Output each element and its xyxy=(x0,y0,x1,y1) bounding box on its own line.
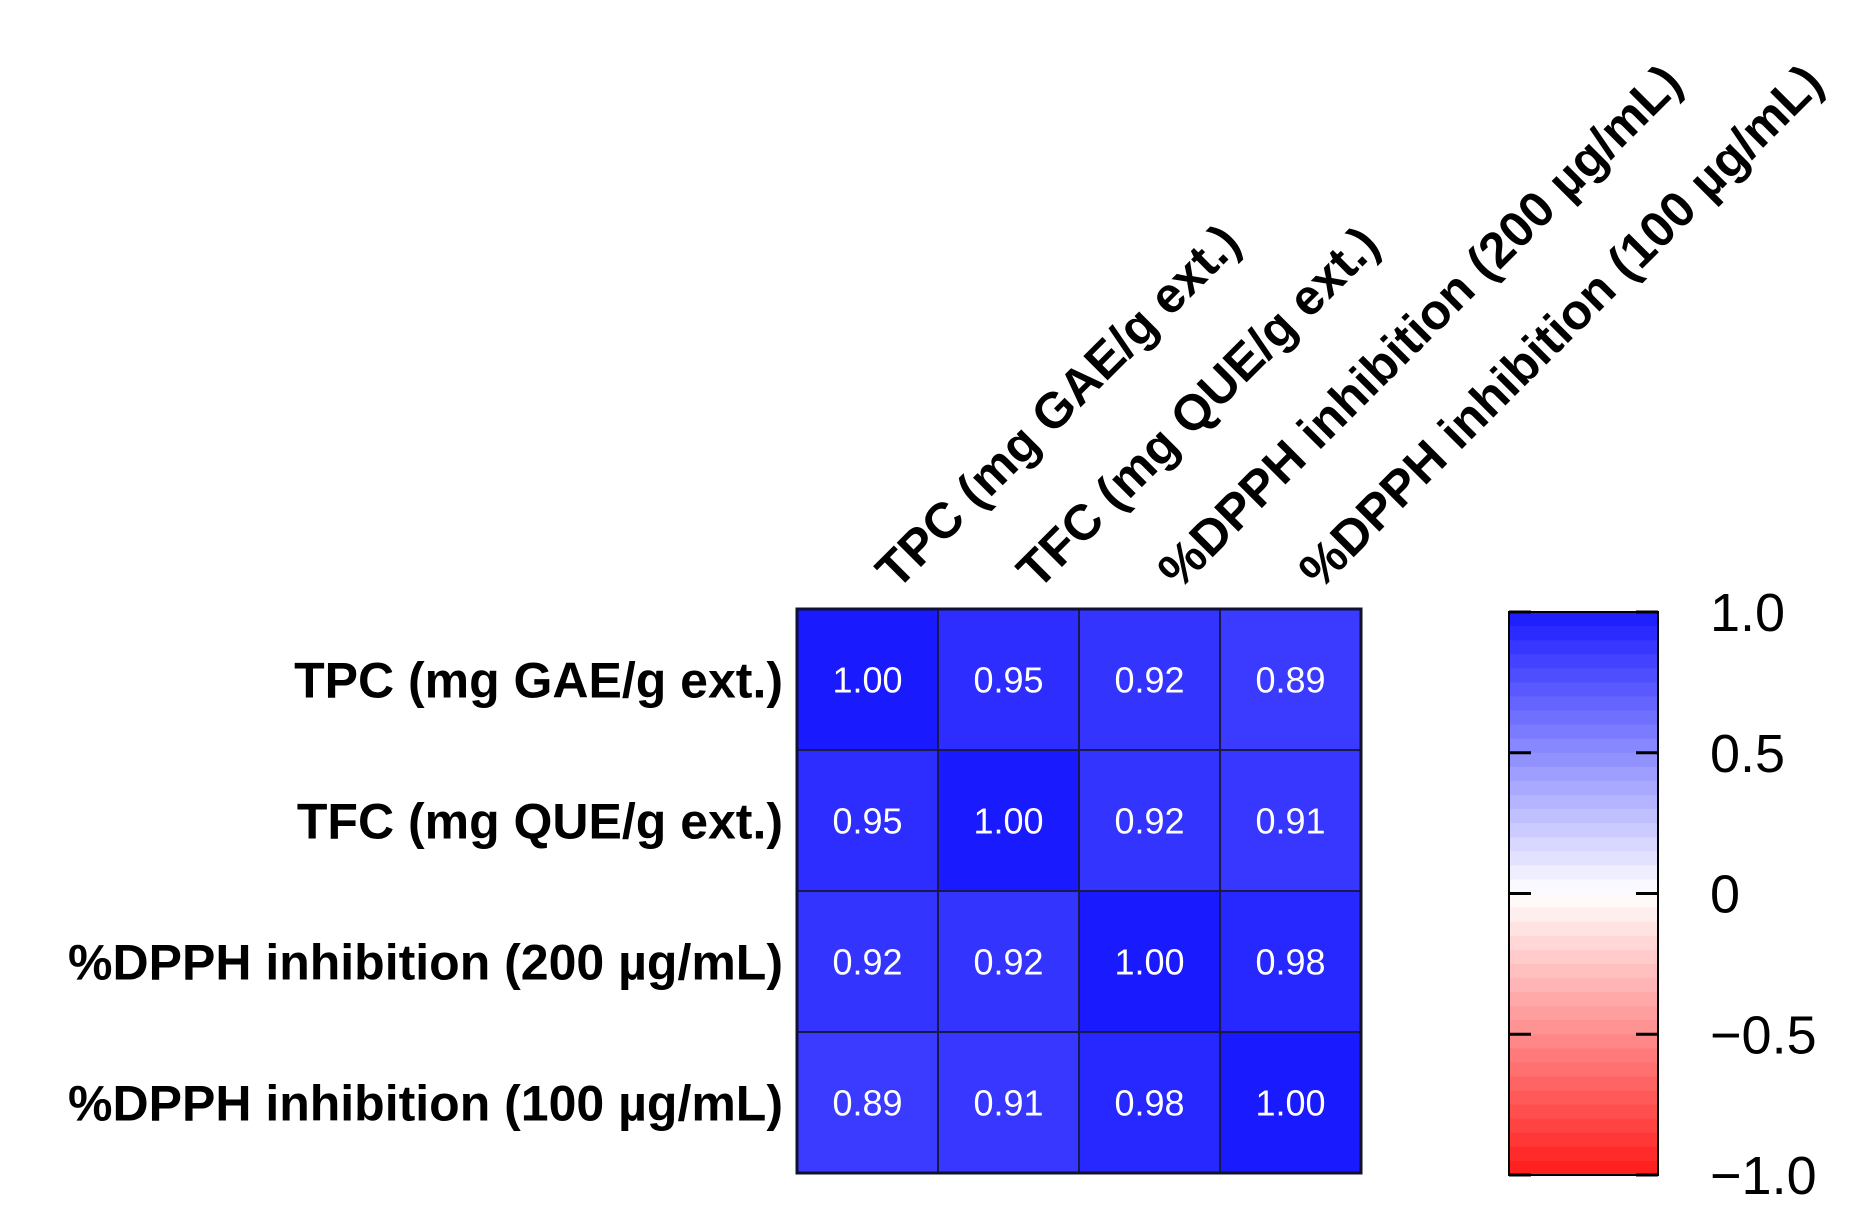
colorbar: 1.0 0.5 0 −0.5 −1.0 xyxy=(1508,583,1817,1206)
cell-value-label: 0.91 xyxy=(1255,801,1325,842)
cell-value-label: 0.92 xyxy=(973,942,1043,983)
heatmap-cell-r2-c1 xyxy=(796,749,939,892)
colorbar-tick-label: 0.5 xyxy=(1710,724,1785,784)
colorbar-band xyxy=(1509,921,1658,937)
heatmap-cell-r2-c2 xyxy=(937,749,1080,892)
colorbar-tick-label: 1.0 xyxy=(1710,583,1785,643)
cell-value-label: 0.91 xyxy=(973,1083,1043,1124)
cell-value-label: 1.00 xyxy=(1114,942,1184,983)
row-labels: TPC (mg GAE/g ext.) TFC (mg QUE/g ext.) %D… xyxy=(68,653,783,1132)
colorbar-band xyxy=(1509,907,1658,923)
colorbar-band xyxy=(1509,949,1658,965)
colorbar-band xyxy=(1509,1006,1658,1021)
row-label-4: %DPPH inhibition (100 µg/mL) xyxy=(68,1076,783,1132)
cell-value-label: 1.00 xyxy=(832,660,902,701)
heatmap-cell-r2-c4 xyxy=(1219,749,1362,892)
colorbar-tick-label: 0 xyxy=(1710,865,1740,925)
colorbar-band xyxy=(1509,724,1658,740)
column-labels: TPC (mg GAE/g ext.)TFC (mg QUE/g ext.)%D… xyxy=(865,54,1833,599)
colorbar-band xyxy=(1509,766,1658,782)
cell-value-label: 0.92 xyxy=(832,942,902,983)
colorbar-band xyxy=(1509,893,1658,909)
colorbar-band xyxy=(1509,865,1658,881)
row-label-3: %DPPH inhibition (200 µg/mL) xyxy=(68,935,783,991)
colorbar-band xyxy=(1509,1104,1658,1120)
colorbar-band xyxy=(1509,851,1658,866)
colorbar-band xyxy=(1509,809,1658,824)
colorbar-band xyxy=(1509,626,1658,641)
colorbar-tick-label: −0.5 xyxy=(1710,1005,1817,1065)
heatmap-cell-r3-c3 xyxy=(1078,890,1221,1033)
cell-value-label: 0.89 xyxy=(1255,660,1325,701)
colorbar-band xyxy=(1509,879,1658,895)
colorbar-band xyxy=(1509,1146,1658,1162)
colorbar-band xyxy=(1509,1090,1658,1106)
colorbar-band xyxy=(1509,780,1658,796)
colorbar-band xyxy=(1509,823,1658,838)
colorbar-band xyxy=(1509,612,1658,627)
colorbar-band xyxy=(1509,1132,1658,1148)
heatmap-frame xyxy=(795,607,1363,1175)
colorbar-band xyxy=(1509,1160,1658,1176)
colorbar-tick-label: −1.0 xyxy=(1710,1146,1817,1206)
colorbar-band xyxy=(1509,752,1658,768)
colorbar-band xyxy=(1509,1048,1658,1063)
colorbar-band xyxy=(1509,1076,1658,1092)
row-label-2: TFC (mg QUE/g ext.) xyxy=(297,794,783,850)
column-label-3: %DPPH inhibition (200 µg/mL) xyxy=(1147,54,1692,599)
colorbar-band xyxy=(1509,1020,1658,1035)
row-label-1: TPC (mg GAE/g ext.) xyxy=(294,653,783,709)
column-label-4: %DPPH inhibition (100 µg/mL) xyxy=(1288,54,1833,599)
colorbar-band xyxy=(1509,935,1658,951)
heatmap-cell-r2-c3 xyxy=(1078,749,1221,892)
colorbar-band xyxy=(1509,992,1658,1007)
colorbar-band xyxy=(1509,696,1658,712)
heatmap-cell-r3-c2 xyxy=(937,890,1080,1033)
colorbar-band xyxy=(1509,1034,1658,1049)
colorbar-band xyxy=(1509,977,1658,993)
heatmap-cells: 1.00 0.95 0.92 0.89 0.95 1.00 0.92 0.91 0.92 0.92… xyxy=(795,607,1363,1175)
cell-value-label: 0.95 xyxy=(973,660,1043,701)
cell-value-label: 0.95 xyxy=(832,801,902,842)
cell-value-label: 1.00 xyxy=(1255,1083,1325,1124)
colorbar-band xyxy=(1509,710,1658,726)
cell-value-label: 0.98 xyxy=(1114,1083,1184,1124)
heatmap-cell-r4-c1 xyxy=(796,1031,939,1174)
colorbar-band xyxy=(1509,668,1658,683)
colorbar-band xyxy=(1509,1062,1658,1078)
cell-value-label: 0.98 xyxy=(1255,942,1325,983)
cell-value-label: 0.92 xyxy=(1114,801,1184,842)
colorbar-band xyxy=(1509,654,1658,669)
colorbar-band xyxy=(1509,837,1658,852)
colorbar-band xyxy=(1509,1118,1658,1134)
heatmap-cell-r3-c4 xyxy=(1219,890,1362,1033)
colorbar-band xyxy=(1509,963,1658,979)
colorbar-band xyxy=(1509,682,1658,698)
colorbar-band xyxy=(1509,794,1658,810)
cell-value-label: 0.92 xyxy=(1114,660,1184,701)
cell-value-label: 1.00 xyxy=(973,801,1043,842)
cell-value-label: 0.89 xyxy=(832,1083,902,1124)
colorbar-band xyxy=(1509,640,1658,655)
colorbar-band xyxy=(1509,738,1658,754)
heatmap-cell-r4-c2 xyxy=(937,1031,1080,1174)
